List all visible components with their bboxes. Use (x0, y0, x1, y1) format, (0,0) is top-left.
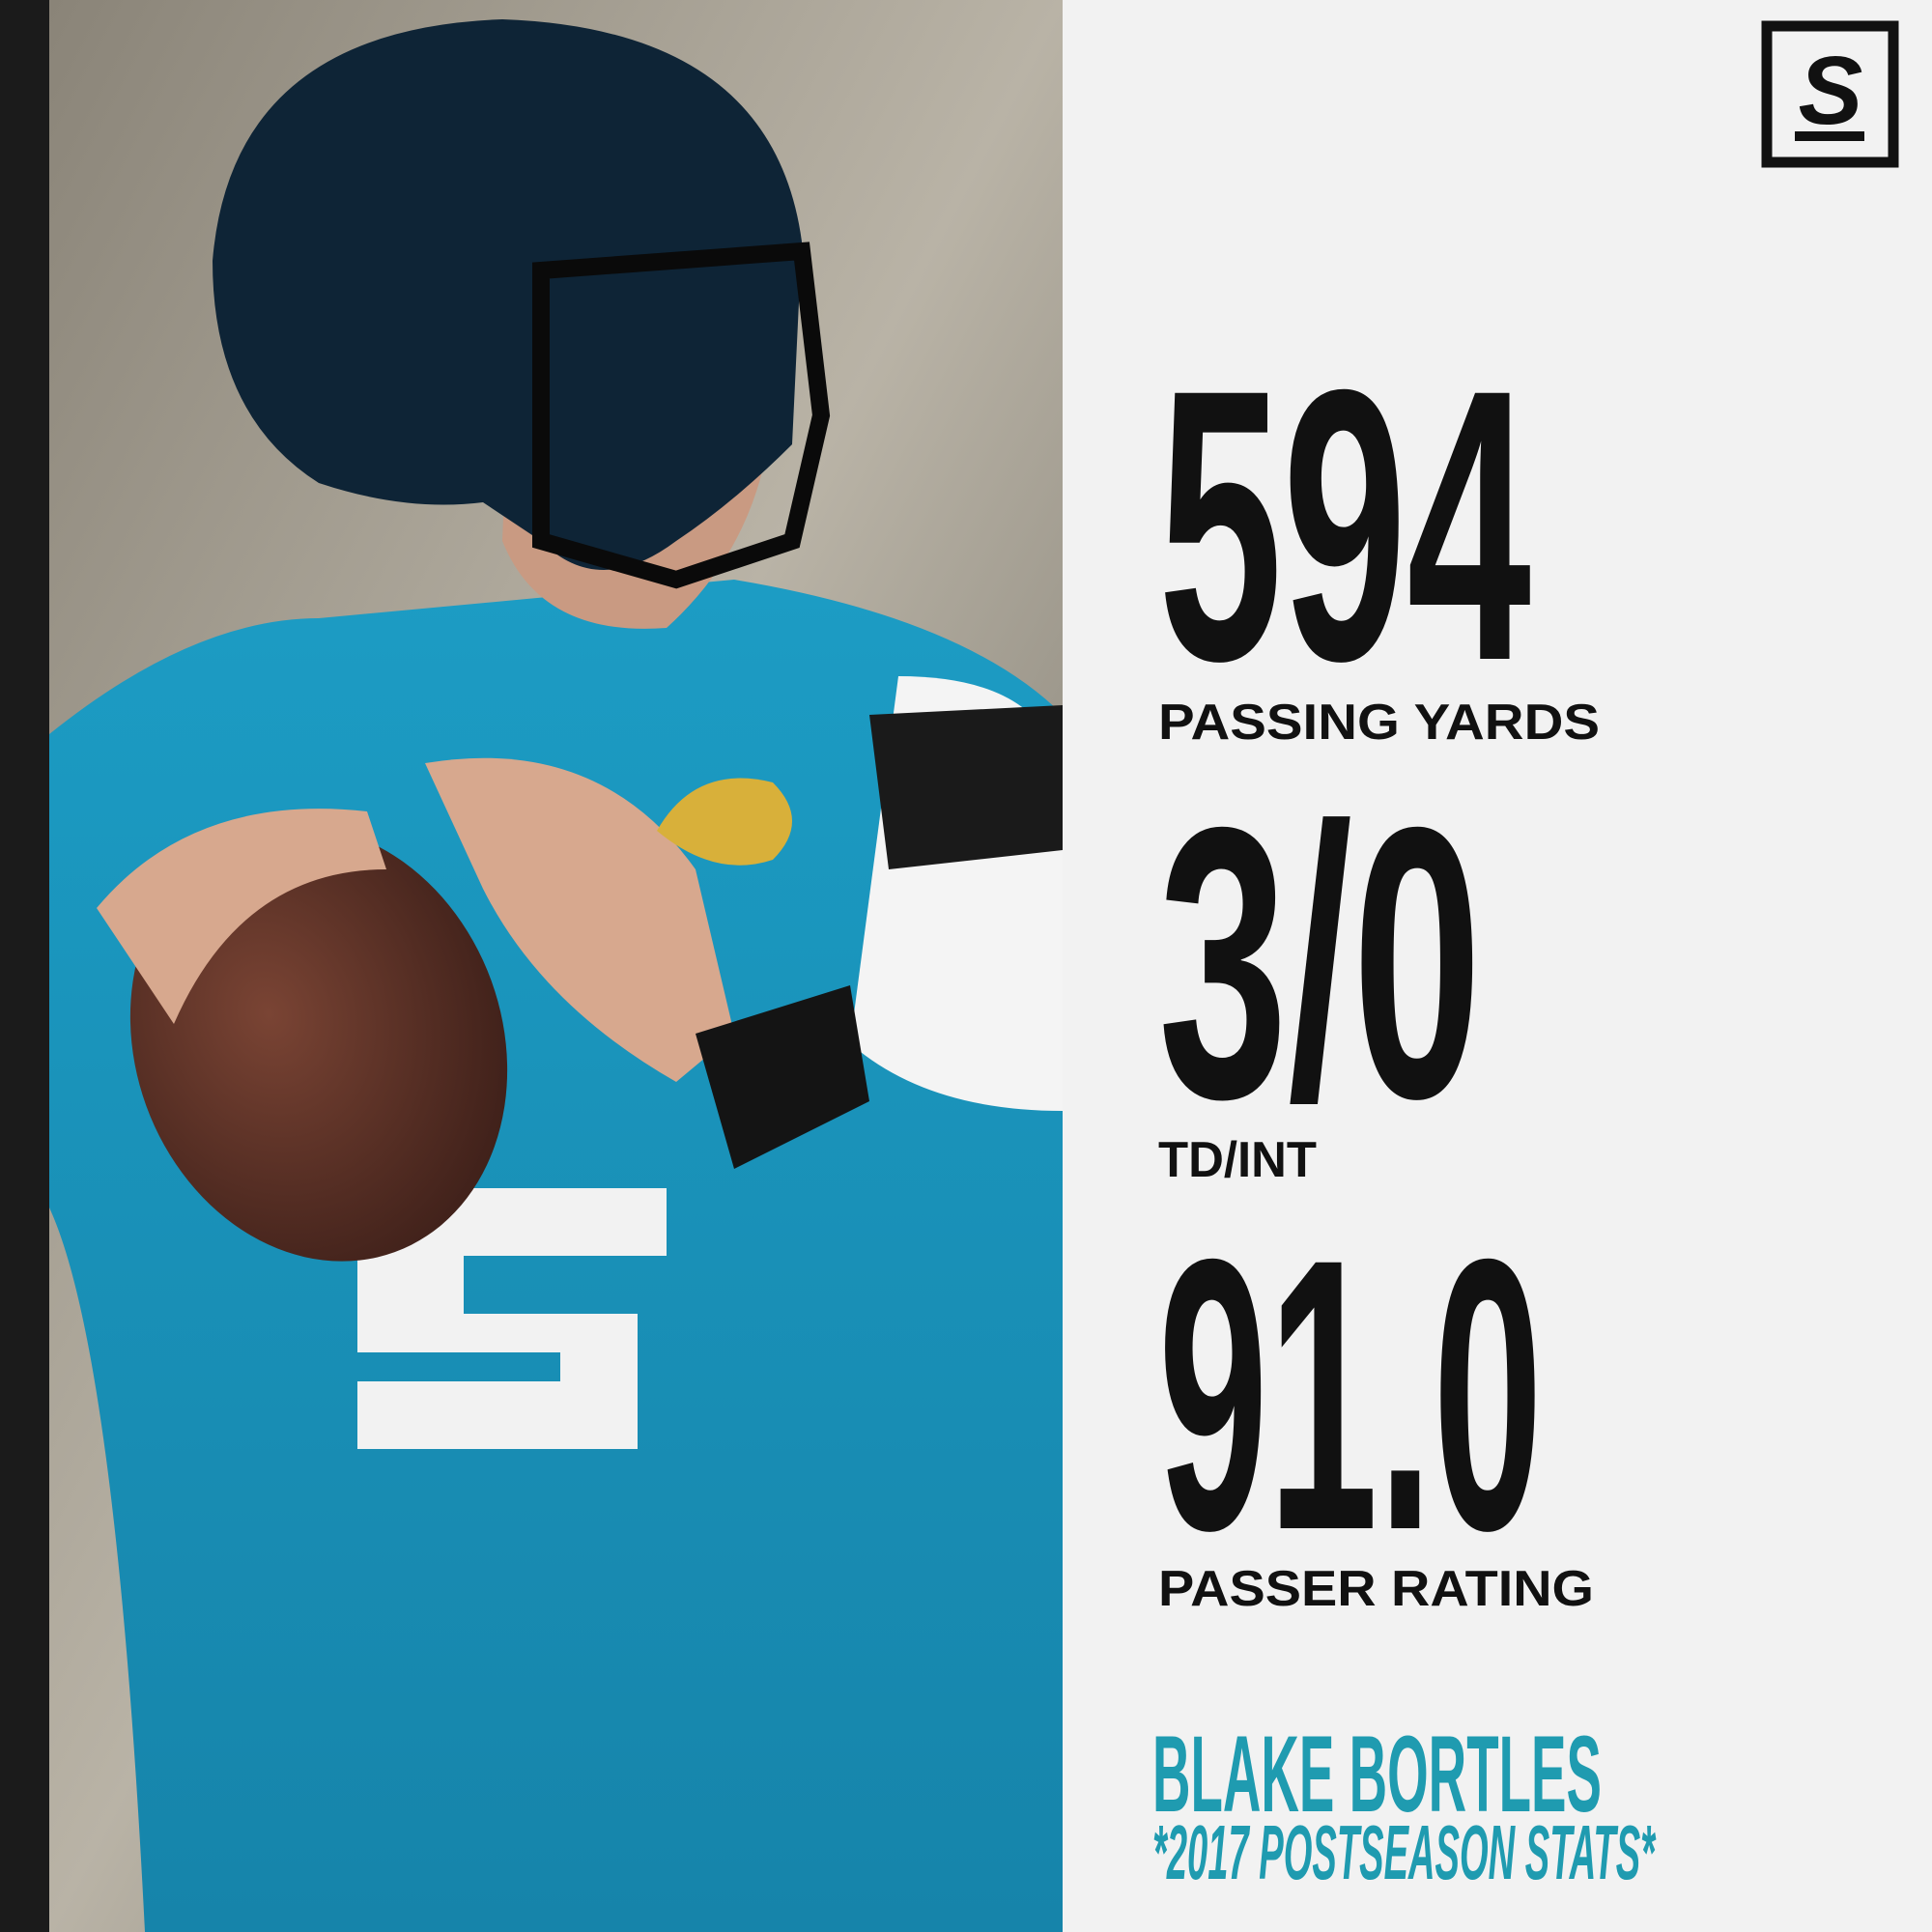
jersey-number (357, 1188, 667, 1449)
right-hand (425, 757, 734, 1082)
logo-text: S (1799, 37, 1863, 145)
stat-label: PASSING YARDS (1158, 695, 1600, 751)
facemask (532, 242, 831, 589)
footer: BLAKE BORTLES *2017 POSTSEASON STATS* (1152, 1714, 1657, 1895)
logo-frame (1761, 20, 1899, 168)
stat-value: 91.0 (1158, 1179, 1543, 1610)
left-hand (97, 809, 386, 1024)
sleeve-band (869, 705, 1063, 869)
stat-label: PASSER RATING (1158, 1561, 1594, 1617)
helmet (213, 19, 802, 570)
left-strip (0, 0, 49, 1932)
player-name: BLAKE BORTLES (1152, 1714, 1602, 1834)
subtitle: *2017 POSTSEASON STATS* (1152, 1809, 1657, 1895)
stat-label: TD/INT (1158, 1132, 1317, 1188)
stat-value: 594 (1158, 309, 1532, 741)
team-logo (657, 778, 792, 866)
brand-logo: S (1761, 20, 1899, 168)
wristband (696, 985, 869, 1169)
player-photo (49, 0, 1063, 1932)
logo-underline (1795, 131, 1864, 141)
stat-value: 3/0 (1158, 747, 1482, 1179)
stats: 594 PASSING YARDS 3/0 TD/INT 91.0 PASSER… (1158, 309, 1600, 1617)
